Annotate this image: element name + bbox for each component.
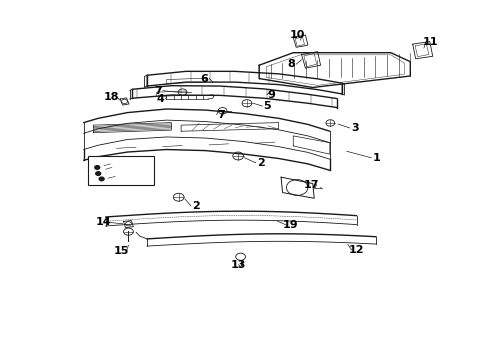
Text: 18: 18	[104, 92, 120, 102]
Text: 10: 10	[289, 30, 304, 40]
Text: 2: 2	[191, 201, 199, 211]
Text: 14: 14	[95, 217, 111, 227]
Text: 17: 17	[304, 180, 319, 190]
Text: 7: 7	[217, 110, 225, 120]
Circle shape	[96, 172, 101, 175]
Text: 15: 15	[114, 246, 129, 256]
Text: 19: 19	[283, 220, 298, 230]
Circle shape	[95, 166, 100, 169]
Text: 12: 12	[348, 245, 364, 255]
Text: 2: 2	[256, 158, 264, 168]
Text: 11: 11	[422, 37, 438, 47]
Text: 13: 13	[230, 260, 246, 270]
Text: 8: 8	[287, 59, 295, 69]
Text: 16: 16	[107, 165, 123, 175]
Circle shape	[99, 177, 104, 181]
Text: 9: 9	[267, 90, 275, 100]
FancyBboxPatch shape	[88, 156, 154, 185]
Text: 5: 5	[263, 101, 271, 111]
Text: 7: 7	[154, 86, 162, 96]
Text: 1: 1	[371, 153, 379, 163]
Text: 3: 3	[350, 123, 358, 133]
Text: 6: 6	[200, 73, 208, 84]
Text: 4: 4	[156, 94, 164, 104]
